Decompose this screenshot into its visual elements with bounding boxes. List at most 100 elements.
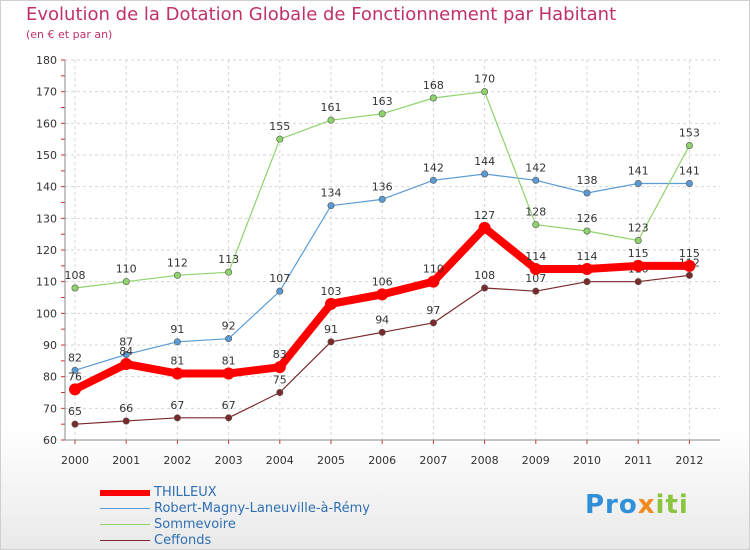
data-point-ceffonds <box>634 278 642 286</box>
chart-title: Evolution de la Dotation Globale de Fonc… <box>26 4 617 25</box>
data-point-thilleux <box>273 361 286 374</box>
data-label-sommevoire: 126 <box>577 212 598 225</box>
data-point-sommevoire <box>429 94 437 102</box>
data-point-robert-magny-laneuville-r-my <box>276 287 284 295</box>
data-point-thilleux <box>478 221 491 234</box>
data-label-sommevoire: 168 <box>423 79 444 92</box>
x-tick-label: 2000 <box>61 454 89 467</box>
data-label-thilleux: 81 <box>170 355 184 368</box>
data-point-robert-magny-laneuville-r-my <box>71 366 79 374</box>
data-point-thilleux <box>632 259 645 272</box>
x-tick-label: 2001 <box>112 454 140 467</box>
data-label-robert-magny-laneuville-r-my: 82 <box>68 351 82 364</box>
data-point-thilleux <box>581 263 593 275</box>
data-label-robert-magny-laneuville-r-my: 107 <box>269 272 290 285</box>
x-tick-label: 2002 <box>163 454 191 467</box>
data-label-sommevoire: 108 <box>65 269 86 282</box>
data-point-robert-magny-laneuville-r-my <box>122 350 130 358</box>
data-label-sommevoire: 153 <box>679 127 700 140</box>
data-label-sommevoire: 113 <box>218 253 239 266</box>
data-label-thilleux: 114 <box>577 250 598 263</box>
data-label-thilleux: 110 <box>423 263 444 276</box>
chart-subtitle: (en € et par an) <box>26 28 113 41</box>
data-label-sommevoire: 123 <box>628 222 649 235</box>
data-point-robert-magny-laneuville-r-my <box>225 335 233 343</box>
data-label-ceffonds: 108 <box>474 269 495 282</box>
y-tick-label: 130 <box>36 212 57 225</box>
data-point-robert-magny-laneuville-r-my <box>378 195 386 203</box>
data-point-robert-magny-laneuville-r-my <box>327 202 335 210</box>
data-point-ceffonds <box>71 420 79 428</box>
x-tick-label: 2004 <box>266 454 294 467</box>
data-point-thilleux <box>529 263 542 275</box>
legend: THILLEUX Robert-Magny-Laneuville-à-Rémy … <box>100 485 460 549</box>
data-label-robert-magny-laneuville-r-my: 141 <box>628 165 649 178</box>
legend-label-thilleux: THILLEUX <box>154 485 217 500</box>
data-point-ceffonds <box>122 417 130 425</box>
data-label-robert-magny-laneuville-r-my: 91 <box>170 323 184 336</box>
data-label-ceffonds: 75 <box>273 374 287 387</box>
data-point-thilleux <box>69 383 81 396</box>
data-point-robert-magny-laneuville-r-my <box>429 176 437 184</box>
data-point-thilleux <box>120 358 133 370</box>
data-point-robert-magny-laneuville-r-my <box>481 170 489 178</box>
x-tick-label: 2012 <box>675 454 703 467</box>
legend-swatch-ceffonds <box>100 540 150 541</box>
data-label-thilleux: 83 <box>273 348 287 361</box>
data-point-thilleux <box>325 297 337 310</box>
data-label-ceffonds: 66 <box>119 402 133 415</box>
data-label-ceffonds: 97 <box>426 304 440 317</box>
y-tick-label: 150 <box>36 149 57 162</box>
data-point-thilleux <box>683 259 696 272</box>
data-point-ceffonds <box>532 287 540 295</box>
legend-item-ceffonds: Ceffonds <box>100 533 460 549</box>
y-tick-label: 120 <box>36 244 57 257</box>
data-label-thilleux: 84 <box>119 345 133 358</box>
data-point-sommevoire <box>276 135 284 143</box>
data-label-thilleux: 115 <box>679 247 700 260</box>
data-point-ceffonds <box>685 271 693 279</box>
data-label-thilleux: 115 <box>628 247 649 260</box>
legend-swatch-thilleux <box>100 490 150 496</box>
data-point-sommevoire <box>327 116 335 124</box>
data-label-thilleux: 106 <box>372 275 393 288</box>
data-label-robert-magny-laneuville-r-my: 144 <box>474 155 495 168</box>
data-label-thilleux: 127 <box>474 209 495 222</box>
data-label-robert-magny-laneuville-r-my: 92 <box>222 320 236 333</box>
data-point-sommevoire <box>583 227 591 235</box>
data-point-sommevoire <box>173 271 181 279</box>
data-label-robert-magny-laneuville-r-my: 136 <box>372 180 393 193</box>
data-label-robert-magny-laneuville-r-my: 87 <box>119 336 133 349</box>
data-point-ceffonds <box>276 388 284 396</box>
data-label-thilleux: 76 <box>68 370 82 383</box>
legend-swatch-robert-magny <box>100 508 150 509</box>
data-label-sommevoire: 110 <box>116 263 137 276</box>
y-tick-label: 160 <box>36 117 57 130</box>
data-label-sommevoire: 128 <box>525 206 546 219</box>
data-point-sommevoire <box>71 284 79 292</box>
data-point-sommevoire <box>634 237 642 245</box>
data-point-ceffonds <box>481 284 489 292</box>
data-label-thilleux: 81 <box>222 355 236 368</box>
data-point-thilleux <box>222 367 235 380</box>
data-point-ceffonds <box>173 414 181 422</box>
data-label-ceffonds: 67 <box>170 399 184 412</box>
data-point-sommevoire <box>685 142 693 150</box>
data-point-ceffonds <box>327 338 335 346</box>
x-tick-label: 2011 <box>624 454 652 467</box>
data-point-robert-magny-laneuville-r-my <box>173 338 181 346</box>
data-point-sommevoire <box>378 110 386 118</box>
data-point-sommevoire <box>481 88 489 96</box>
y-tick-label: 110 <box>36 276 57 289</box>
data-point-ceffonds <box>583 278 591 286</box>
data-label-ceffonds: 91 <box>324 323 338 336</box>
data-point-robert-magny-laneuville-r-my <box>685 180 693 188</box>
data-label-robert-magny-laneuville-r-my: 134 <box>321 187 342 200</box>
x-tick-label: 2010 <box>573 454 601 467</box>
legend-label-ceffonds: Ceffonds <box>154 533 212 548</box>
data-label-robert-magny-laneuville-r-my: 142 <box>423 161 444 174</box>
legend-label-sommevoire: Sommevoire <box>154 517 236 532</box>
data-point-sommevoire <box>122 278 130 286</box>
legend-item-robert-magny: Robert-Magny-Laneuville-à-Rémy <box>100 501 460 517</box>
line-chart: 60 70 80 90 100 110 120 130 140 150 160 170 180 2000 2… <box>36 54 720 467</box>
